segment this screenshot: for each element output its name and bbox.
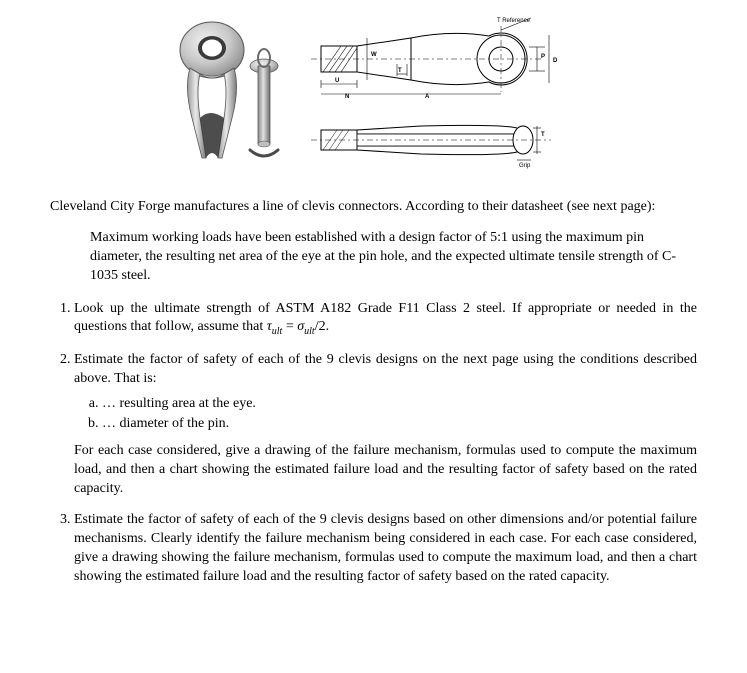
- dim-P: P: [541, 54, 545, 60]
- question-list: Look up the ultimate strength of ASTM A1…: [50, 300, 697, 587]
- q2-text: Estimate the factor of safety of each of…: [74, 352, 697, 386]
- clevis-top-drawing: U W T Reference P D T: [301, 16, 581, 106]
- intro-paragraph: Cleveland City Forge manufactures a line…: [50, 198, 697, 217]
- figure-row: U W T Reference P D T: [50, 16, 697, 170]
- q1-div: /2.: [315, 319, 329, 334]
- dim-N: N: [345, 94, 349, 100]
- clevis-photo-svg: [166, 18, 286, 168]
- q1-lead: Look up the ultimate strength of ASTM A1…: [74, 301, 697, 335]
- dim-grip: Grip: [519, 163, 531, 169]
- dim-D: D: [553, 58, 558, 64]
- dim-W: W: [371, 52, 377, 58]
- question-1: Look up the ultimate strength of ASTM A1…: [74, 300, 697, 339]
- q1-tau-sub: ult: [272, 326, 283, 337]
- clevis-photo: [166, 18, 286, 168]
- document-page: U W T Reference P D T: [0, 0, 747, 629]
- dim-A: A: [425, 94, 430, 100]
- clevis-drawings: U W T Reference P D T: [301, 16, 581, 170]
- q2a: … resulting area at the eye.: [102, 395, 697, 414]
- question-3: Estimate the factor of safety of each of…: [74, 511, 697, 587]
- dim-T-side: T: [541, 132, 545, 138]
- q2-tail: For each case considered, give a drawing…: [74, 442, 697, 499]
- dim-U: U: [335, 78, 339, 84]
- question-2: Estimate the factor of safety of each of…: [74, 351, 697, 499]
- q1-eq: =: [282, 319, 297, 334]
- q2b: … diameter of the pin.: [102, 415, 697, 434]
- q1-sigma-sub: ult: [304, 326, 315, 337]
- datasheet-quote: Maximum working loads have been establis…: [90, 229, 697, 286]
- dim-Tmid: T: [398, 68, 402, 74]
- dim-T-ref: T Reference: [497, 18, 531, 24]
- q2-sublist: … resulting area at the eye. … diameter …: [74, 395, 697, 435]
- clevis-side-drawing: T Grip: [301, 114, 581, 170]
